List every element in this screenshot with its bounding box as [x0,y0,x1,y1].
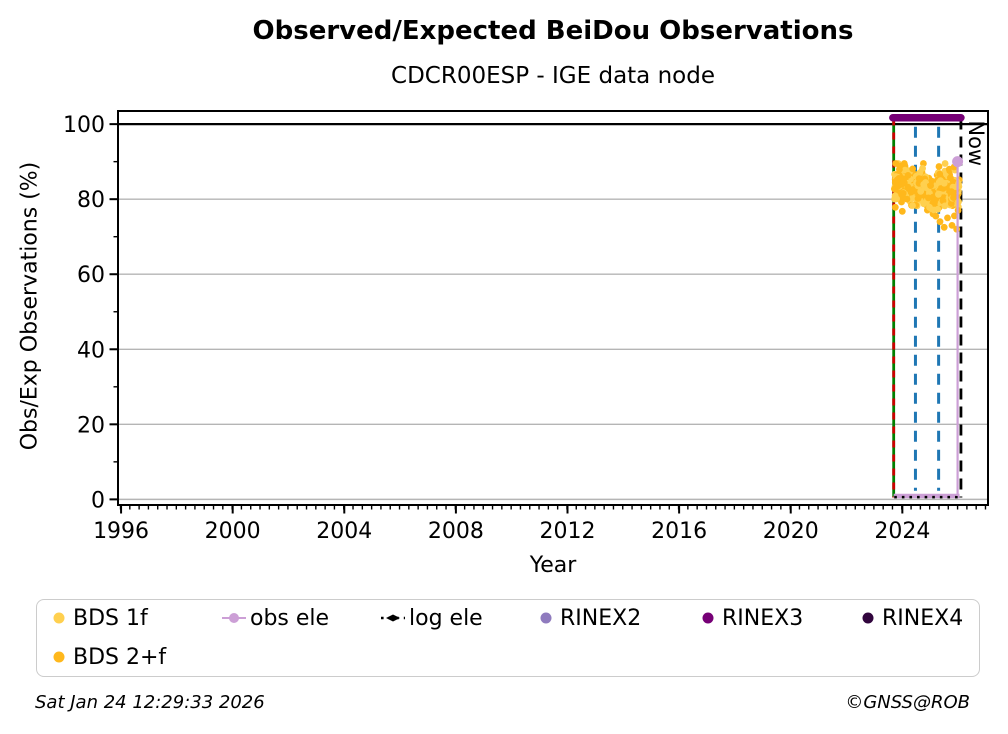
svg-text:2000: 2000 [205,519,261,544]
obs-ele-marker [952,156,964,168]
svg-text:60: 60 [77,263,105,288]
legend-label: RINEX2 [560,605,642,631]
legend-label: RINEX3 [722,605,804,631]
svg-text:2016: 2016 [651,519,707,544]
now-label: Now [964,120,988,166]
legend-label: log ele [409,605,483,631]
legend-label: BDS 2+f [73,644,167,670]
svg-text:80: 80 [77,188,105,213]
legend-dotted-diamond-icon [381,614,405,622]
plot-background [118,111,988,505]
legend-item-log-ele: log ele [381,605,483,631]
svg-text:2024: 2024 [874,519,930,544]
legend-item-bds-2-f: BDS 2+f [49,644,166,670]
plot-timestamp: Sat Jan 24 12:29:33 2026 [35,692,265,713]
legend-item-rinex3: RINEX3 [698,605,803,631]
legend-dot-icon [862,612,874,624]
chart-generated-content: Now 1996 2000 2004 2008 2012 2016 2020 2024 0 20 40… [63,110,989,544]
svg-text:100: 100 [63,113,105,138]
axis-tick-labels: 1996 2000 2004 2008 2012 2016 2020 2024 0 20 40 60 8… [63,113,930,544]
svg-text:2012: 2012 [540,519,596,544]
axis-ticks [109,123,987,514]
copyright-text: ©GNSS@ROB [845,692,970,713]
legend-label: RINEX4 [882,605,964,631]
bds-scatter-points [891,160,963,233]
svg-text:2008: 2008 [428,519,484,544]
plot-border [117,110,989,506]
svg-text:40: 40 [77,338,105,363]
legend-item-rinex2: RINEX2 [536,605,641,631]
legend-item-obs-ele: obs ele [222,605,329,631]
svg-text:2004: 2004 [316,519,372,544]
svg-text:20: 20 [77,413,105,438]
svg-text:2020: 2020 [763,519,819,544]
legend-dot-icon [540,612,552,624]
legend-line-dot-icon [222,613,246,623]
legend-dot-icon [53,612,65,624]
legend-item-rinex4: RINEX4 [858,605,963,631]
x-axis-label: Year [529,553,577,578]
legend-dot-icon [53,651,65,663]
legend-label: obs ele [250,605,330,631]
svg-text:1996: 1996 [93,519,149,544]
page-title: Observed/Expected BeiDou Observations [252,16,854,46]
svg-text:0: 0 [91,488,105,513]
chart-subtitle: CDCR00ESP - IGE data node [391,63,715,89]
legend: BDS 1f obs ele log ele RINEX2 RINEX3 RINEX4 BD… [36,599,980,677]
legend-label: BDS 1f [73,605,148,631]
legend-item-bds-1f: BDS 1f [49,605,148,631]
legend-dot-icon [702,612,714,624]
